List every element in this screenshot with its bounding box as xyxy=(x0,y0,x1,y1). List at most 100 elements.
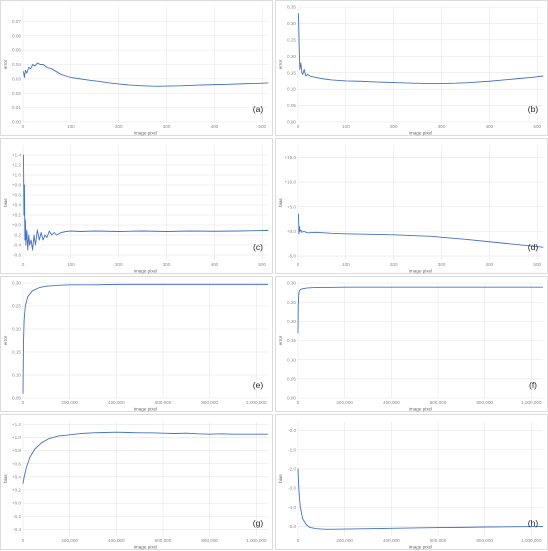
x-tick-label: 600,000 xyxy=(155,538,172,543)
y-tick-label: -0.4 xyxy=(13,527,21,532)
x-axis-label: image pixel xyxy=(409,545,432,550)
y-axis-label: error xyxy=(3,59,8,69)
y-tick-label: -0.2 xyxy=(13,514,21,519)
series-line xyxy=(22,283,269,394)
chart-svg-g: -0.4 -0.2 +0.0 +0.2 +0.4 +0.6 +0.8 +1.0 +1.2 0 200… xyxy=(3,421,269,550)
y-tick-label: 0.35 xyxy=(287,5,296,10)
y-tick-label: +1.4 xyxy=(12,153,22,158)
x-axis-label: image pixel xyxy=(134,407,157,412)
chart-panel-c: -0.6 -0.4 -0.2 +0.0 +0.2 +0.4 +0.6 +0.8 +1.0 +1.2… xyxy=(0,138,273,274)
y-tick-label: +1.0 xyxy=(12,435,22,440)
x-tick-label: 1,000,000 xyxy=(521,400,542,405)
chart-panel-b: 0.00 0.05 0.10 0.15 0.20 0.25 0.30 0.35 0 100 200 3… xyxy=(275,0,548,136)
x-tick-label: 0 xyxy=(22,400,25,405)
x-tick-label: 400,000 xyxy=(108,538,125,543)
y-tick-label: +5.0 xyxy=(287,204,297,209)
x-tick-label: 100 xyxy=(67,124,75,129)
y-tick-label: +0.4 xyxy=(12,203,22,208)
y-tick-label: -5.0 xyxy=(288,254,296,259)
chart-panel-h: -5.0 -4.0 -3.0 -2.0 -1.0 -0.0 0 200,000 400,000 6… xyxy=(275,414,548,550)
y-tick-label: 0.15 xyxy=(12,350,21,355)
x-tick-label: 300 xyxy=(163,262,171,267)
x-tick-label: 1,000,000 xyxy=(246,538,267,543)
x-tick-label: 400,000 xyxy=(383,538,400,543)
y-axis-label: bias xyxy=(3,198,8,207)
y-tick-label: 0.30 xyxy=(287,281,296,286)
y-axis-label: error xyxy=(278,59,283,69)
chart-svg-a: 0.00 0.01 0.02 0.03 0.04 0.05 0.06 0.07 0 100 200 3… xyxy=(3,7,269,136)
y-axis-label: error xyxy=(3,335,8,345)
y-tick-label: +0.0 xyxy=(287,229,297,234)
x-tick-label: 0 xyxy=(22,538,25,543)
y-tick-label: -3.0 xyxy=(288,486,296,491)
y-tick-label: +1.2 xyxy=(12,422,22,427)
x-tick-label: 200 xyxy=(390,124,398,129)
x-axis-label: image pixel xyxy=(134,545,157,550)
y-tick-label: +10.0 xyxy=(284,180,296,185)
panel-label: (f) xyxy=(529,380,537,390)
y-tick-label: -4.0 xyxy=(288,505,296,510)
x-tick-label: 400,000 xyxy=(108,400,125,405)
y-tick-label: -0.2 xyxy=(13,233,21,238)
x-tick-label: 400,000 xyxy=(383,400,400,405)
chart-panel-a: 0.00 0.01 0.02 0.03 0.04 0.05 0.06 0.07 0 100 200 3… xyxy=(0,0,273,136)
x-axis-label: image pixel xyxy=(409,269,432,274)
y-tick-label: -2.0 xyxy=(288,467,296,472)
x-tick-label: 200 xyxy=(115,262,123,267)
series-line xyxy=(23,154,269,251)
x-tick-label: 800,000 xyxy=(201,400,218,405)
y-axis-label: bias xyxy=(3,474,8,483)
x-tick-label: 0 xyxy=(297,400,300,405)
x-tick-label: 0 xyxy=(297,538,300,543)
x-tick-label: 600,000 xyxy=(430,538,447,543)
y-tick-label: 0.20 xyxy=(12,327,21,332)
y-axis-label: bias xyxy=(278,474,283,483)
y-tick-label: 0.10 xyxy=(12,373,21,378)
x-tick-label: 200 xyxy=(115,124,123,129)
x-axis-label: image pixel xyxy=(409,131,432,136)
y-tick-label: 0.15 xyxy=(287,338,296,343)
panel-label: (h) xyxy=(528,518,539,528)
y-tick-label: +0.2 xyxy=(12,213,22,218)
x-tick-label: 0 xyxy=(22,124,25,129)
x-axis-label: image pixel xyxy=(134,269,157,274)
x-tick-label: 400 xyxy=(486,262,494,267)
y-tick-label: +0.6 xyxy=(12,193,22,198)
y-tick-label: 0.04 xyxy=(12,62,21,67)
y-tick-label: +0.6 xyxy=(12,461,22,466)
y-tick-label: -0.0 xyxy=(288,428,296,433)
x-tick-label: 300 xyxy=(163,124,171,129)
x-tick-label: 100 xyxy=(67,262,75,267)
panel-label: (d) xyxy=(528,242,539,252)
x-tick-label: 800,000 xyxy=(476,538,493,543)
y-tick-label: -1.0 xyxy=(288,447,296,452)
x-tick-label: 200 xyxy=(390,262,398,267)
x-tick-label: 600,000 xyxy=(430,400,447,405)
panel-label: (a) xyxy=(253,104,264,114)
y-tick-label: 0.05 xyxy=(287,376,296,381)
series-line xyxy=(298,213,544,248)
x-tick-label: 400 xyxy=(486,124,494,129)
y-tick-label: 0.25 xyxy=(12,304,21,309)
y-tick-label: -5.0 xyxy=(288,524,296,529)
x-axis-label: image pixel xyxy=(134,131,157,136)
x-tick-label: 200,000 xyxy=(336,400,353,405)
chart-svg-e: 0.05 0.10 0.15 0.20 0.25 0.30 0 200,000 400,000 6… xyxy=(3,281,269,412)
y-tick-label: 0.30 xyxy=(12,281,21,286)
x-tick-label: 300 xyxy=(438,262,446,267)
x-tick-label: 0 xyxy=(22,262,25,267)
chart-panel-e: 0.05 0.10 0.15 0.20 0.25 0.30 0 200,000 400,000 6… xyxy=(0,276,273,412)
x-tick-label: 0 xyxy=(297,124,300,129)
y-tick-label: 0.02 xyxy=(12,91,21,96)
x-tick-label: 400 xyxy=(211,262,219,267)
x-tick-label: 600,000 xyxy=(155,400,172,405)
series-line xyxy=(297,468,544,530)
chart-panel-f: 0.00 0.05 0.10 0.15 0.20 0.25 0.30 0 200,000 400,… xyxy=(275,276,548,412)
chart-svg-b: 0.00 0.05 0.10 0.15 0.20 0.25 0.30 0.35 0 100 200 3… xyxy=(278,5,544,136)
chart-panel-d: -5.0 +0.0 +5.0 +10.0 +15.0 0 100 200 300 400 500 im… xyxy=(275,138,548,274)
x-tick-label: 200,000 xyxy=(61,538,78,543)
chart-svg-h: -5.0 -4.0 -3.0 -2.0 -1.0 -0.0 0 200,000 400,000 6… xyxy=(278,421,544,550)
x-tick-label: 400 xyxy=(211,124,219,129)
x-tick-label: 500 xyxy=(258,124,266,129)
